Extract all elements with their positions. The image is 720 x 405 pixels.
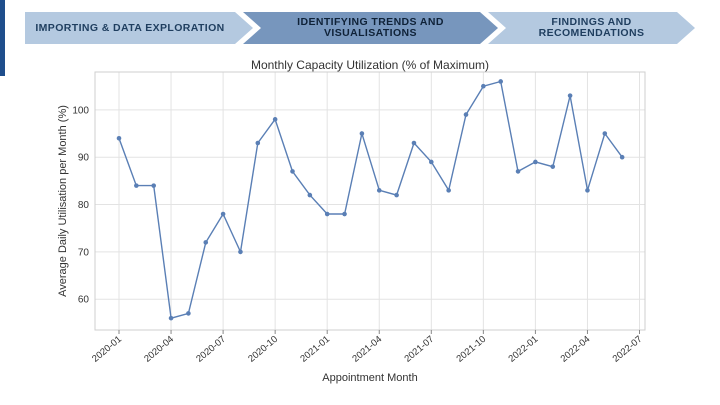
step-identifying-trends[interactable]: IDENTIFYING TRENDS AND VISUALISATIONS (243, 12, 498, 44)
x-tick-label: 2020-10 (246, 334, 280, 365)
x-tick-label: 2022-01 (507, 334, 541, 365)
series-line (118, 80, 623, 320)
data-point (116, 135, 122, 141)
data-point (376, 188, 382, 193)
data-point (255, 140, 261, 146)
y-tick-label: 70 (78, 247, 90, 258)
y-axis-ticks: 60 70 80 90 100 (72, 105, 89, 305)
data-point (567, 93, 573, 98)
data-point (411, 140, 417, 146)
step-label: IDENTIFYING TRENDS AND VISUALISATIONS (297, 16, 444, 39)
data-point (619, 154, 625, 160)
y-axis-label: Average Daily Utilisation per Month (%) (57, 105, 69, 297)
step-findings[interactable]: FINDINGS AND RECOMENDATIONS (488, 12, 695, 44)
data-point (463, 112, 469, 117)
x-tick-label: 2022-07 (611, 334, 645, 365)
data-point (429, 159, 434, 165)
data-point (533, 159, 538, 165)
data-point (238, 249, 243, 255)
x-axis-label: Appointment Month (322, 372, 417, 384)
x-tick-label: 2021-01 (298, 334, 332, 365)
data-point (290, 169, 295, 174)
data-point (220, 211, 226, 217)
data-point (394, 192, 399, 198)
grid-lines (95, 72, 645, 330)
y-tick-label: 100 (72, 105, 89, 116)
x-tick-label: 2021-04 (350, 334, 384, 365)
x-tick-label: 2022-04 (559, 334, 593, 365)
x-tick-label: 2021-07 (402, 334, 436, 365)
x-axis-ticks: 2020-01 2020-04 2020-07 2020-10 2021-01 2021-… (90, 330, 644, 365)
x-tick-label: 2020-07 (194, 334, 228, 365)
step-importing[interactable]: IMPORTING & DATA EXPLORATION (25, 12, 253, 44)
step-label: IMPORTING & DATA EXPLORATION (35, 21, 225, 34)
y-tick-label: 90 (78, 153, 90, 164)
data-point (151, 183, 156, 188)
data-point (134, 183, 139, 188)
x-tick-label: 2020-01 (90, 334, 124, 365)
x-tick-label: 2020-04 (142, 334, 176, 365)
y-tick-label: 80 (78, 200, 90, 211)
data-point (602, 131, 608, 136)
data-point (186, 311, 191, 316)
step-label: FINDINGS AND RECOMENDATIONS (538, 16, 645, 39)
data-point (307, 192, 313, 198)
data-point (324, 211, 330, 217)
plot-frame (94, 71, 646, 331)
process-steps: IMPORTING & DATA EXPLORATION IDENTIFYING… (25, 12, 695, 44)
data-point (272, 117, 278, 122)
left-accent-bar (0, 0, 5, 76)
x-tick-label: 2021-10 (454, 334, 488, 365)
data-point (359, 131, 365, 136)
data-point (168, 315, 174, 321)
data-point (515, 169, 521, 174)
data-point (446, 188, 451, 193)
y-tick-label: 60 (78, 295, 90, 306)
data-point (203, 240, 209, 245)
data-point (585, 188, 590, 193)
data-point (550, 164, 556, 169)
data-point (498, 79, 504, 84)
data-points (116, 79, 625, 321)
data-point (342, 211, 347, 217)
data-point (481, 83, 486, 89)
chart-title: Monthly Capacity Utilization (% of Maxim… (251, 58, 489, 72)
